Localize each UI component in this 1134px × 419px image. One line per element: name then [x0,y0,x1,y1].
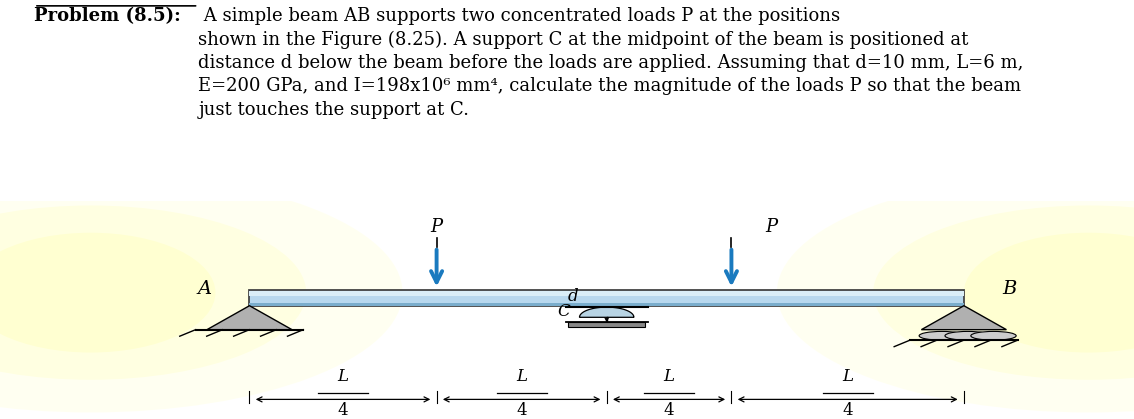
FancyBboxPatch shape [249,303,964,306]
Circle shape [919,331,964,340]
Text: C: C [557,303,570,320]
Circle shape [945,331,990,340]
Ellipse shape [0,233,215,352]
Ellipse shape [964,233,1134,352]
Ellipse shape [0,205,306,380]
FancyBboxPatch shape [568,322,645,327]
Polygon shape [206,306,293,330]
Text: P: P [431,218,442,236]
Text: L: L [338,368,348,385]
Ellipse shape [873,205,1134,380]
Text: 4: 4 [338,401,348,419]
Text: A: A [197,280,211,298]
Text: 4: 4 [663,401,675,419]
Circle shape [971,331,1016,340]
Text: d: d [567,289,578,305]
Text: L: L [516,368,527,385]
Polygon shape [921,306,1007,330]
FancyBboxPatch shape [249,290,964,306]
Polygon shape [579,307,634,317]
Text: L: L [843,368,853,385]
Text: 4: 4 [843,401,853,419]
Ellipse shape [777,173,1134,412]
Text: P: P [765,218,777,236]
Text: A simple beam AB supports two concentrated loads P at the positions
shown in the: A simple beam AB supports two concentrat… [198,7,1024,119]
Text: B: B [1002,280,1016,298]
Text: L: L [663,368,675,385]
FancyBboxPatch shape [249,291,964,296]
Text: Problem (8.5):: Problem (8.5): [34,7,180,25]
Text: 4: 4 [516,401,527,419]
Ellipse shape [0,173,403,412]
